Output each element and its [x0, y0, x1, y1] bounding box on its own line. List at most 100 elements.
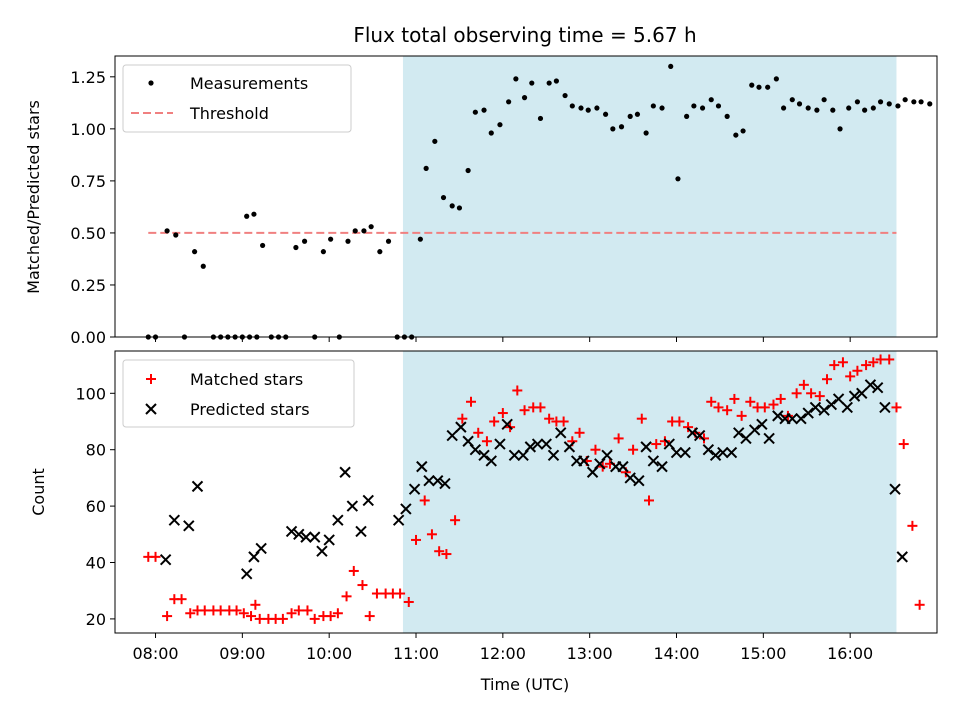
- measurement-point: [352, 228, 358, 234]
- measurement-point: [301, 238, 308, 244]
- measurement-point: [472, 109, 478, 115]
- legend-label-predicted: Predicted stars: [190, 400, 310, 419]
- ratio-legend: Measurements Threshold: [122, 64, 352, 133]
- measurement-point: [465, 167, 471, 174]
- measurement-point: [659, 105, 665, 111]
- predicted-star-point: [485, 455, 497, 467]
- predicted-star-point: [400, 503, 412, 515]
- x-tick-label: 14:00: [653, 644, 699, 663]
- predicted-star-point: [864, 379, 877, 391]
- matched-star-point: [852, 365, 863, 376]
- predicted-star-point: [540, 438, 552, 450]
- matched-star-point: [238, 608, 249, 619]
- predicted-star-point: [647, 455, 660, 467]
- measurement-point: [643, 130, 649, 136]
- count-legend: Matched stars Predicted stars: [122, 359, 355, 428]
- measurement-point: [546, 80, 552, 86]
- count-series: [143, 354, 925, 624]
- matched-star-point: [162, 611, 173, 622]
- measurement-point: [610, 126, 616, 132]
- predicted-star-point: [709, 449, 722, 462]
- y-tick-label: 0.25: [70, 276, 106, 295]
- legend-marker-matched: [146, 374, 156, 384]
- y-tick-label: 0.50: [70, 224, 106, 243]
- measurement-point: [385, 238, 392, 244]
- predicted-star-point: [578, 455, 590, 467]
- y-tick-label: 80: [86, 441, 106, 460]
- matched-star-point: [371, 588, 382, 599]
- count-panel: 20 40 60 80 100 08:00 09:00 10:00 11:00 12:00 13:…: [29, 350, 938, 694]
- predicted-star-point: [159, 553, 172, 566]
- matched-star-point: [450, 515, 461, 526]
- legend-label-measurements: Measurements: [190, 74, 308, 93]
- measurement-point: [927, 101, 933, 107]
- measurement-point: [902, 97, 908, 103]
- measurement-point: [708, 97, 714, 103]
- measurement-point: [521, 95, 528, 101]
- matched-star-point: [558, 416, 569, 427]
- y-tick-label: 20: [86, 610, 106, 629]
- x-tick-label: 15:00: [740, 644, 786, 663]
- legend-marker-measurements: [148, 80, 154, 86]
- measurement-point: [862, 107, 868, 113]
- measurement-point: [361, 228, 367, 234]
- predicted-star-point: [423, 475, 435, 487]
- count-panel-frame: [114, 350, 938, 634]
- predicted-star-point: [656, 460, 668, 473]
- predicted-star-point: [501, 418, 513, 431]
- predicted-star-point: [686, 427, 699, 439]
- measurement-point: [553, 78, 559, 84]
- measurement-point: [814, 107, 820, 113]
- matched-star-point: [411, 534, 422, 545]
- measurement-point: [877, 99, 884, 105]
- matched-star-point: [806, 388, 817, 399]
- matched-star-point: [891, 402, 902, 413]
- matched-star-point: [348, 565, 359, 576]
- measurement-point: [293, 244, 299, 251]
- legend-label-threshold: Threshold: [189, 104, 269, 123]
- predicted-star-point: [601, 449, 613, 462]
- y-tick-label: 1.00: [70, 120, 106, 139]
- predicted-star-point: [168, 514, 181, 526]
- predicted-star-point: [756, 418, 768, 431]
- predicted-star-point: [332, 514, 344, 526]
- measurement-point: [377, 249, 383, 255]
- matched-star-point: [884, 354, 895, 365]
- measurement-point: [699, 105, 706, 111]
- matched-star-point: [745, 396, 756, 407]
- matched-star-point: [845, 371, 856, 382]
- measurement-point: [328, 236, 334, 242]
- matched-star-point: [332, 608, 343, 619]
- matched-star-point: [861, 360, 872, 371]
- matched-star-point: [419, 495, 430, 506]
- predicted-star-point: [531, 438, 544, 450]
- count-y-axis-label: Count: [29, 468, 48, 516]
- predicted-star-point: [432, 475, 444, 487]
- predicted-star-point: [524, 441, 537, 453]
- measurement-point: [537, 115, 544, 122]
- predicted-star-point: [355, 525, 367, 538]
- matched-star-point: [791, 388, 802, 399]
- predicted-star-point: [191, 480, 204, 493]
- matched-star-point: [364, 611, 375, 622]
- predicted-star-point: [469, 443, 482, 456]
- predicted-star-point: [841, 401, 853, 414]
- predicted-star-point: [240, 568, 253, 580]
- measurement-point: [368, 224, 374, 230]
- measurement-point: [164, 228, 170, 234]
- measurement-point: [456, 205, 463, 211]
- matched-star-point: [286, 608, 297, 619]
- matched-star-point: [651, 439, 662, 450]
- measurement-point: [796, 101, 803, 107]
- measurement-point: [569, 103, 575, 109]
- x-tick-label: 11:00: [393, 644, 439, 663]
- matched-star-point: [837, 357, 848, 368]
- time-x-axis: 08:00 09:00 10:00 11:00 12:00 13:00 14:00 15:00…: [132, 633, 873, 663]
- predicted-star-point: [478, 449, 490, 462]
- matched-star-point: [466, 396, 477, 407]
- matched-star-point: [246, 611, 257, 622]
- predicted-star-point: [555, 427, 567, 439]
- predicted-star-point: [439, 477, 451, 490]
- measurement-point: [200, 263, 206, 269]
- matched-star-point: [357, 580, 368, 591]
